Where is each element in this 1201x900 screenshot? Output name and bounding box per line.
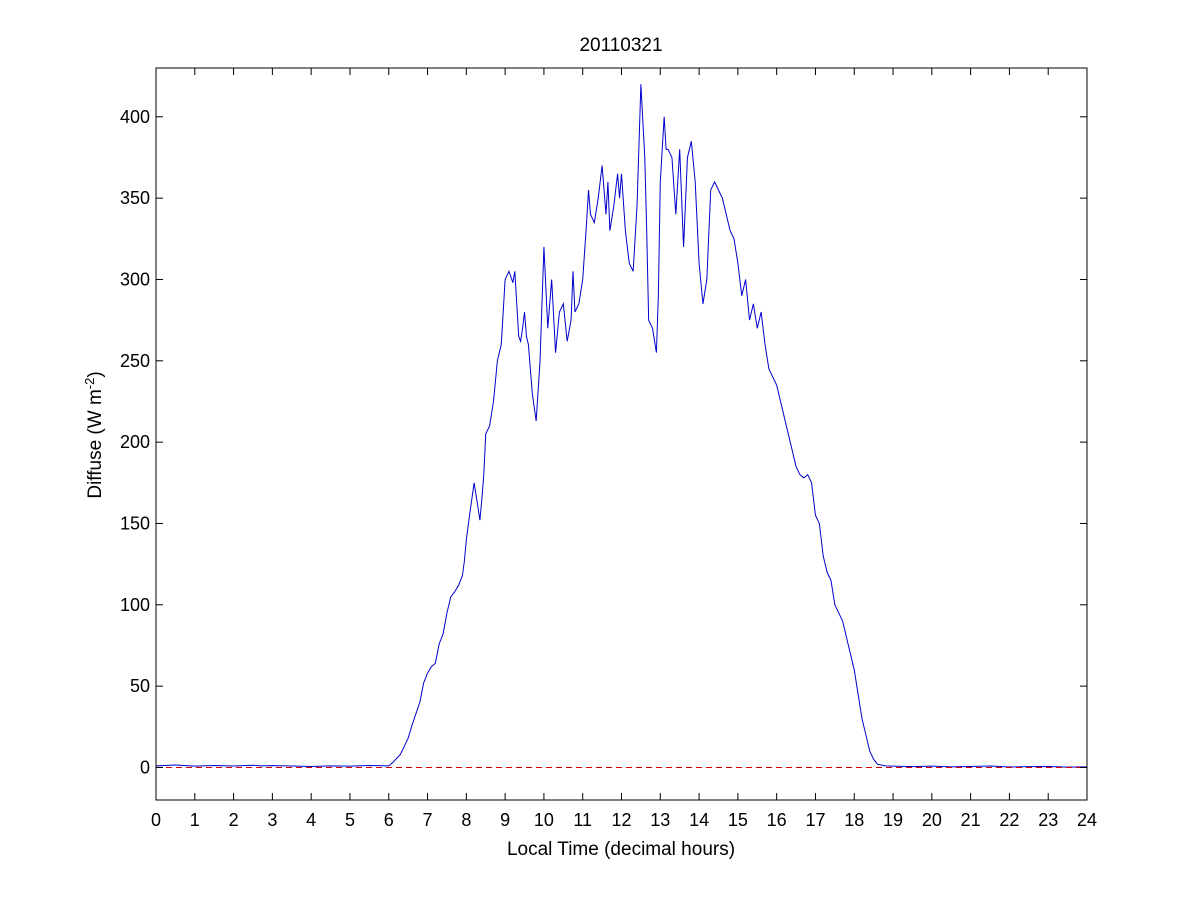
x-tick-label: 6 xyxy=(384,810,394,830)
x-tick-label: 22 xyxy=(999,810,1019,830)
y-tick-label: 200 xyxy=(120,432,150,452)
y-tick-label: 300 xyxy=(120,269,150,289)
series-group xyxy=(155,84,1088,768)
y-axis-ticks: 0 50 100 150 200 250 300 350 400 xyxy=(120,107,1087,777)
y-tick-label: 0 xyxy=(140,757,150,777)
x-tick-label: 9 xyxy=(500,810,510,830)
x-tick-label: 15 xyxy=(728,810,748,830)
x-tick-label: 13 xyxy=(650,810,670,830)
x-tick-label: 19 xyxy=(883,810,903,830)
y-tick-label: 100 xyxy=(120,595,150,615)
x-tick-label: 1 xyxy=(190,810,200,830)
y-tick-label: 350 xyxy=(120,188,150,208)
x-tick-label: 8 xyxy=(461,810,471,830)
x-tick-label: 21 xyxy=(961,810,981,830)
x-tick-label: 17 xyxy=(805,810,825,830)
plot-area xyxy=(156,68,1087,800)
y-axis-title: Diffuse (W m-2) xyxy=(82,371,106,498)
x-tick-label: 10 xyxy=(534,810,554,830)
x-tick-label: 12 xyxy=(611,810,631,830)
y-axis-title-suffix: ) xyxy=(85,371,106,377)
y-axis-title-prefix: Diffuse (W m xyxy=(85,389,106,498)
x-tick-label: 4 xyxy=(306,810,316,830)
diffuse-series-line xyxy=(155,84,1088,768)
x-tick-label: 14 xyxy=(689,810,709,830)
x-tick-label: 23 xyxy=(1038,810,1058,830)
x-tick-label: 11 xyxy=(573,810,592,830)
y-tick-label: 50 xyxy=(130,676,150,696)
y-tick-label: 250 xyxy=(120,351,150,371)
y-tick-label: 150 xyxy=(120,513,150,533)
x-tick-label: 2 xyxy=(229,810,239,830)
x-tick-label: 24 xyxy=(1077,810,1097,830)
chart-title: 20110321 xyxy=(579,35,662,56)
x-tick-label: 5 xyxy=(345,810,355,830)
y-axis-title-superscript: -2 xyxy=(82,378,97,390)
x-tick-label: 7 xyxy=(423,810,433,830)
x-axis-ticks: 0 1 2 3 4 5 6 7 8 9 10 11 12 13 14 15 16 17 18 19 20 21 22 23 24 xyxy=(151,68,1097,830)
y-tick-label: 400 xyxy=(120,107,150,127)
x-tick-label: 3 xyxy=(267,810,277,830)
x-axis-title: Local Time (decimal hours) xyxy=(507,839,735,860)
x-tick-label: 20 xyxy=(922,810,942,830)
x-tick-label: 0 xyxy=(151,810,161,830)
x-tick-label: 18 xyxy=(844,810,864,830)
x-tick-label: 16 xyxy=(767,810,787,830)
